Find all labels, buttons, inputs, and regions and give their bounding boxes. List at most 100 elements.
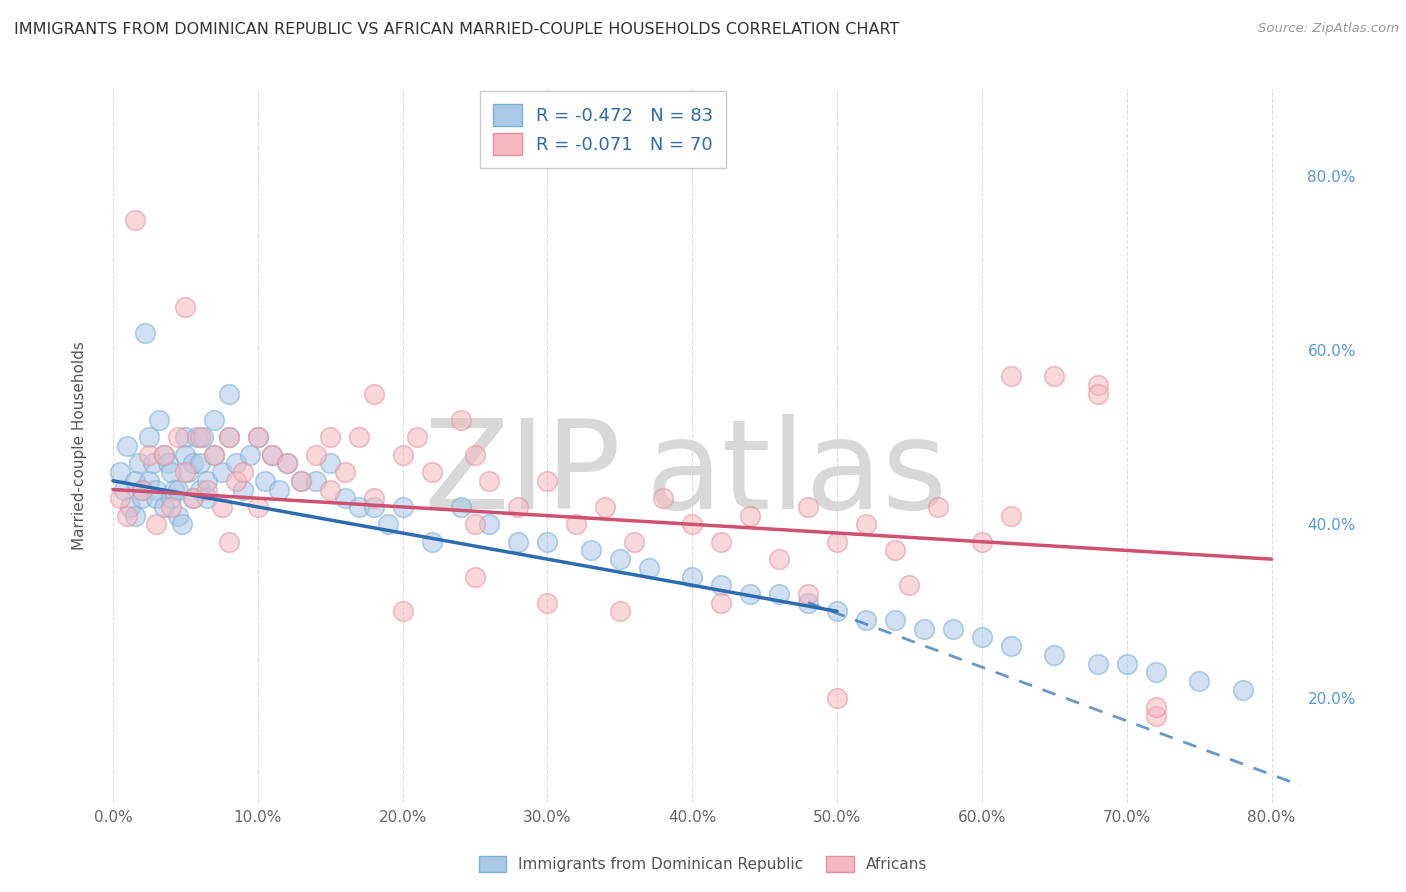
Point bbox=[131, 483, 153, 497]
Point bbox=[246, 500, 269, 514]
Point bbox=[120, 500, 142, 514]
Point bbox=[174, 300, 197, 314]
Point bbox=[710, 578, 733, 592]
Point bbox=[942, 622, 965, 636]
Point bbox=[195, 483, 218, 497]
Point bbox=[855, 517, 877, 532]
Point bbox=[1043, 648, 1066, 662]
Point bbox=[290, 474, 312, 488]
Point bbox=[740, 508, 762, 523]
Point bbox=[363, 386, 385, 401]
Point bbox=[131, 483, 153, 497]
Point bbox=[114, 483, 136, 497]
Point bbox=[195, 491, 218, 506]
Point bbox=[898, 578, 921, 592]
Point bbox=[218, 534, 240, 549]
Point bbox=[406, 430, 429, 444]
Point bbox=[579, 543, 602, 558]
Point bbox=[1000, 508, 1022, 523]
Point bbox=[609, 552, 631, 566]
Point bbox=[884, 613, 907, 627]
Point bbox=[420, 534, 443, 549]
Point bbox=[478, 474, 501, 488]
Point bbox=[305, 474, 328, 488]
Point bbox=[188, 430, 211, 444]
Point bbox=[188, 457, 211, 471]
Point bbox=[148, 413, 170, 427]
Point bbox=[825, 604, 848, 618]
Point bbox=[319, 457, 342, 471]
Point bbox=[253, 474, 276, 488]
Point bbox=[797, 587, 820, 601]
Point bbox=[1087, 657, 1109, 671]
Point bbox=[797, 500, 820, 514]
Point bbox=[450, 413, 472, 427]
Point bbox=[145, 483, 167, 497]
Point bbox=[225, 457, 247, 471]
Point bbox=[160, 500, 183, 514]
Point bbox=[464, 517, 486, 532]
Point bbox=[246, 430, 269, 444]
Point bbox=[239, 448, 262, 462]
Point bbox=[218, 386, 240, 401]
Point bbox=[970, 631, 993, 645]
Point bbox=[145, 517, 167, 532]
Point bbox=[740, 587, 762, 601]
Point bbox=[269, 483, 291, 497]
Point bbox=[1188, 673, 1211, 688]
Point bbox=[172, 517, 194, 532]
Point bbox=[160, 491, 183, 506]
Point bbox=[347, 430, 370, 444]
Text: Source: ZipAtlas.com: Source: ZipAtlas.com bbox=[1258, 22, 1399, 36]
Point bbox=[1144, 665, 1167, 680]
Point bbox=[420, 465, 443, 479]
Point bbox=[124, 212, 146, 227]
Point bbox=[202, 413, 225, 427]
Point bbox=[188, 483, 211, 497]
Point bbox=[450, 500, 472, 514]
Point bbox=[970, 534, 993, 549]
Point bbox=[218, 430, 240, 444]
Point bbox=[912, 622, 935, 636]
Point bbox=[1000, 639, 1022, 653]
Point bbox=[152, 448, 174, 462]
Text: atlas: atlas bbox=[645, 414, 948, 535]
Point bbox=[652, 491, 675, 506]
Point bbox=[464, 569, 486, 583]
Point bbox=[191, 430, 214, 444]
Point bbox=[202, 448, 225, 462]
Point bbox=[124, 474, 146, 488]
Point bbox=[246, 430, 269, 444]
Point bbox=[536, 596, 558, 610]
Text: IMMIGRANTS FROM DOMINICAN REPUBLIC VS AFRICAN MARRIED-COUPLE HOUSEHOLDS CORRELAT: IMMIGRANTS FROM DOMINICAN REPUBLIC VS AF… bbox=[14, 22, 900, 37]
Point bbox=[855, 613, 877, 627]
Point bbox=[174, 448, 197, 462]
Y-axis label: Married-couple Households: Married-couple Households bbox=[72, 342, 87, 550]
Point bbox=[128, 457, 150, 471]
Point bbox=[391, 604, 413, 618]
Point bbox=[1043, 369, 1066, 384]
Point bbox=[276, 457, 298, 471]
Point bbox=[595, 500, 617, 514]
Point bbox=[186, 430, 208, 444]
Point bbox=[181, 491, 204, 506]
Point bbox=[768, 552, 790, 566]
Point bbox=[623, 534, 645, 549]
Legend: Immigrants from Dominican Republic, Africans: Immigrants from Dominican Republic, Afri… bbox=[471, 848, 935, 880]
Point bbox=[290, 474, 312, 488]
Point bbox=[565, 517, 588, 532]
Point bbox=[156, 457, 179, 471]
Point bbox=[1144, 700, 1167, 714]
Point bbox=[508, 534, 530, 549]
Point bbox=[768, 587, 790, 601]
Point bbox=[609, 604, 631, 618]
Point bbox=[152, 500, 174, 514]
Point bbox=[710, 596, 733, 610]
Point bbox=[1115, 657, 1137, 671]
Point bbox=[177, 465, 200, 479]
Point bbox=[174, 430, 197, 444]
Point bbox=[363, 500, 385, 514]
Point bbox=[117, 508, 139, 523]
Point bbox=[262, 448, 284, 462]
Point bbox=[508, 500, 530, 514]
